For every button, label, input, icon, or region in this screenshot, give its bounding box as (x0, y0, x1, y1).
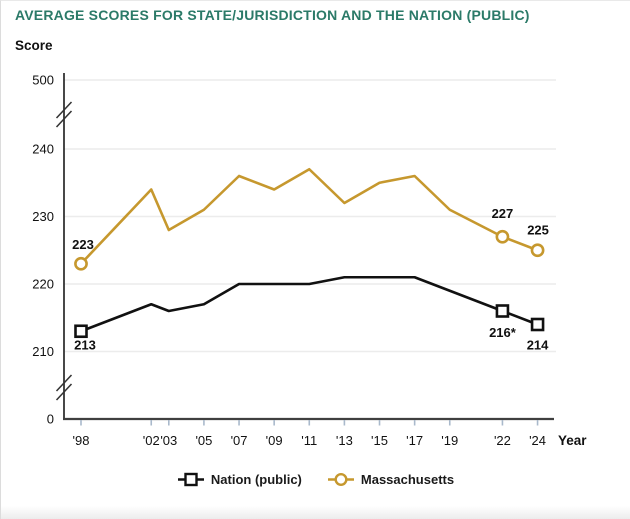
y-tick-label: 220 (32, 277, 54, 292)
axis-break-icon (55, 374, 73, 392)
x-tick-label: '09 (266, 433, 283, 448)
nation-public-point-label-2024: 214 (527, 338, 549, 353)
nation-public-point-label-1998: 213 (74, 337, 96, 352)
x-tick-label: '17 (406, 433, 423, 448)
nation-public-point-1998[interactable] (74, 324, 88, 339)
nation-public-point-2022[interactable] (495, 304, 510, 318)
x-tick-label: '15 (371, 433, 388, 448)
legend-item-nation-public[interactable]: Nation (public) (177, 472, 302, 487)
massachusetts-point-1998[interactable] (74, 256, 88, 271)
nation-public-point-label-2022: 216* (489, 325, 517, 340)
nation-square-marker-icon (177, 472, 204, 487)
x-tick-label: '07 (231, 433, 248, 448)
massachusetts-point-2022[interactable] (495, 229, 510, 244)
x-tick-label: '19 (441, 433, 458, 448)
x-tick-label: '11 (301, 433, 317, 448)
x-tick-label: '02 (143, 433, 160, 448)
x-tick-label: '22 (494, 433, 511, 448)
x-tick-label: '05 (195, 433, 212, 448)
axis-break-icon (55, 101, 73, 119)
y-tick-label: 210 (32, 344, 54, 359)
chart-title: AVERAGE SCORES FOR STATE/JURISDICTION AN… (15, 7, 530, 23)
axis-break-icon (55, 110, 73, 128)
x-tick-label: '13 (336, 433, 353, 448)
y-tick-label: 230 (32, 209, 54, 224)
massachusetts-circle-marker-icon (327, 472, 354, 487)
y-tick-label: 500 (32, 73, 54, 88)
massachusetts-line (79, 167, 539, 266)
legend-label-nation: Nation (public) (210, 472, 302, 487)
massachusetts-point-label-1998: 223 (72, 237, 94, 252)
x-tick-label: '98 (73, 433, 90, 448)
axis-break-icon (55, 383, 73, 401)
x-tick-label: '03 (160, 433, 177, 448)
x-tick-label: '24 (529, 433, 546, 448)
legend-label-massachusetts: Massachusetts (360, 472, 455, 487)
massachusetts-point-label-2024: 225 (527, 222, 549, 237)
legend-item-massachusetts[interactable]: Massachusetts (327, 472, 455, 487)
chart-legend: Nation (public) Massachusetts (46, 472, 586, 487)
massachusetts-point-label-2022: 227 (492, 206, 514, 221)
nation-public-point-2024[interactable] (530, 317, 545, 332)
y-axis-title: Score (15, 38, 53, 53)
nation-public-line (79, 275, 539, 333)
y-tick-label: 240 (32, 142, 54, 157)
x-axis-title: Year (558, 433, 587, 448)
massachusetts-point-2024[interactable] (530, 243, 545, 258)
y-tick-label: 0 (47, 412, 54, 427)
